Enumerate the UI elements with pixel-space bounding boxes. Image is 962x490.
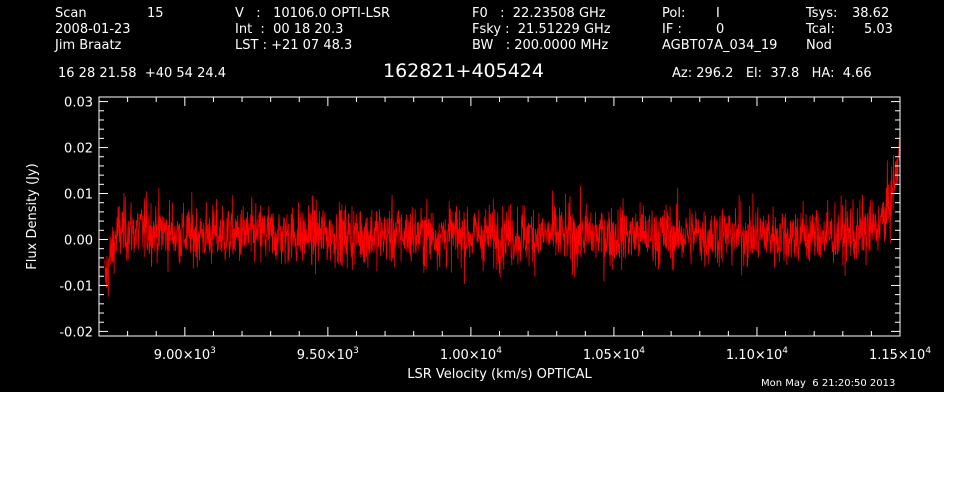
y-tick-label: 0.03: [64, 96, 93, 111]
x-tick-label: 1.15×104: [869, 346, 931, 363]
y-tick-label: 0.00: [64, 233, 93, 248]
x-tick-label: 1.10×104: [726, 346, 788, 363]
x-tick-label: 1.00×104: [440, 346, 502, 363]
plot-panel: 9.00×103 9.50×103 1.00×104 1.05×104 1.10×104…: [0, 0, 944, 392]
y-tick-label: 0.02: [64, 142, 93, 157]
pol-value: I: [716, 6, 720, 21]
integration-line: Int : 00 18 20.3: [235, 22, 344, 37]
if-label: IF :: [662, 22, 682, 37]
if-value: 0: [716, 22, 725, 37]
obs-date: 2008-01-23: [55, 22, 131, 37]
velocity-line: V : 10106.0 OPTI-LSR: [235, 6, 391, 21]
tsys-value: 38.62: [852, 6, 890, 21]
x-tick-label: 9.00×103: [154, 346, 216, 363]
fsky-line: Fsky : 21.51229 GHz: [472, 22, 611, 37]
x-axis-label: LSR Velocity (km/s) OPTICAL: [407, 367, 592, 382]
timestamp: Mon May 6 21:20:50 2013: [761, 378, 896, 389]
bandwidth-line: BW : 200.0000 MHz: [472, 38, 609, 53]
observer-name: Jim Braatz: [55, 38, 122, 53]
y-axis-label: Flux Density (Jy): [25, 163, 40, 269]
y-tick-label: 0.01: [64, 188, 93, 203]
tsys-label: Tsys:: [806, 6, 838, 21]
y-tick-label: -0.02: [59, 325, 93, 340]
tcal-value: 5.03: [864, 22, 893, 37]
tcal-label: Tcal:: [806, 22, 835, 37]
az-el-ha: Az: 296.2 El: 37.8 HA: 4.66: [672, 66, 872, 81]
plot-frame: [98, 96, 901, 337]
f0-line: F0 : 22.23508 GHz: [472, 6, 606, 21]
y-tick-label: -0.01: [59, 279, 93, 294]
obs-mode: Nod: [806, 38, 832, 53]
source-name: 162821+405424: [383, 60, 544, 82]
pol-label: Pol:: [662, 6, 686, 21]
scan-label: Scan: [55, 6, 87, 21]
lst-line: LST : +21 07 48.3: [235, 38, 353, 53]
x-tick-label: 1.05×104: [583, 346, 645, 363]
x-tick-label: 9.50×103: [297, 346, 359, 363]
scan-value: 15: [147, 6, 164, 21]
spectrum-trace: [104, 124, 901, 297]
source-coords: 16 28 21.58 +40 54 24.4: [58, 66, 227, 81]
spectrum-plot: 9.00×103 9.50×103 1.00×104 1.05×104 1.10×104…: [25, 96, 931, 382]
project-id: AGBT07A_034_19: [662, 38, 778, 53]
